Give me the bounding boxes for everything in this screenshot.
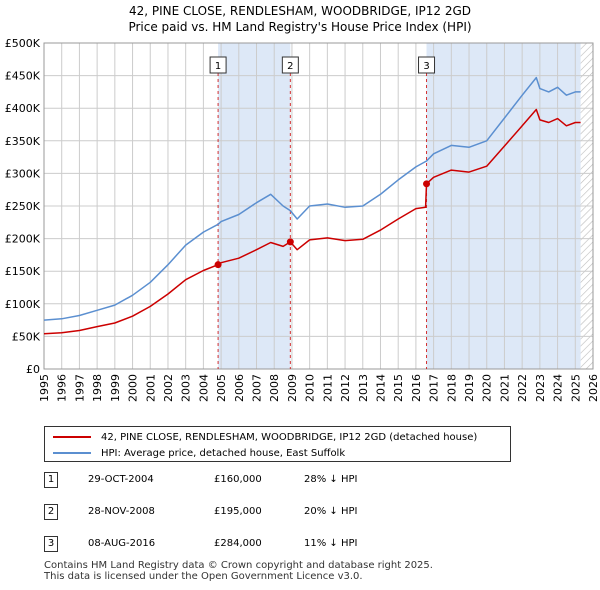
sale-price: £195,000 <box>214 506 262 517</box>
legend-swatch-property <box>53 436 91 438</box>
sale-hpi-diff: 20% ↓ HPI <box>304 506 358 517</box>
sale-price: £284,000 <box>214 538 262 549</box>
y-tick-label: £50K <box>12 330 41 343</box>
sale-row: 1 29-OCT-2004 £160,000 28% ↓ HPI <box>44 472 444 488</box>
sale-label: 2 <box>287 61 293 72</box>
sale-date: 08-AUG-2016 <box>88 538 156 549</box>
x-tick-label: 2020 <box>481 374 494 402</box>
sale-label-box <box>418 56 436 74</box>
y-tick-label: £150K <box>5 265 41 278</box>
x-tick-label: 2003 <box>180 374 193 402</box>
x-tick-label: 2018 <box>445 374 458 402</box>
x-tick-label: 2013 <box>357 374 370 402</box>
sale-hpi-diff: 28% ↓ HPI <box>304 474 358 485</box>
x-tick-label: 2007 <box>251 374 264 402</box>
x-tick-label: 1995 <box>38 374 51 402</box>
x-tick-label: 2016 <box>410 374 423 402</box>
price-chart: £0 £50K £100K £150K £200K £250K £300K £350K £400… <box>5 37 600 402</box>
x-tick-label: 1997 <box>73 374 86 402</box>
sale-point <box>286 238 294 246</box>
y-tick-label: £450K <box>5 70 41 83</box>
footer-copyright: Contains HM Land Registry data © Crown c… <box>44 560 433 571</box>
sale-label: 3 <box>423 61 429 72</box>
x-tick-label: 2023 <box>534 374 547 402</box>
y-tick-label: £500K <box>5 37 41 50</box>
sale-number-badge: 2 <box>44 504 58 520</box>
x-tick-label: 2004 <box>197 374 210 402</box>
x-tick-label: 2002 <box>162 374 175 402</box>
x-tick-label: 2025 <box>569 374 582 402</box>
chart-title-line1: 42, PINE CLOSE, RENDLESHAM, WOODBRIDGE, … <box>128 4 472 18</box>
x-tick-label: 2022 <box>516 374 529 402</box>
property-price-line <box>43 108 581 335</box>
sale-point <box>423 180 431 188</box>
x-tick-label: 2014 <box>374 374 387 402</box>
x-tick-label: 2008 <box>268 374 281 402</box>
sale-date: 28-NOV-2008 <box>88 506 155 517</box>
x-tick-label: 2021 <box>498 374 511 402</box>
x-tick-label: 2011 <box>321 374 334 402</box>
y-tick-label: £100K <box>5 298 41 311</box>
x-tick-label: 2012 <box>339 374 352 402</box>
sale-price: £160,000 <box>214 474 262 485</box>
x-tick-label: 2017 <box>428 374 441 402</box>
legend: 42, PINE CLOSE, RENDLESHAM, WOODBRIDGE, … <box>44 426 511 462</box>
sale-label-box <box>281 56 299 74</box>
y-tick-label: £0 <box>26 363 40 376</box>
sale-date: 29-OCT-2004 <box>88 474 154 485</box>
legend-label-property: 42, PINE CLOSE, RENDLESHAM, WOODBRIDGE, … <box>101 431 478 443</box>
sale-number-badge: 1 <box>44 472 58 488</box>
y-tick-label: £400K <box>5 102 41 115</box>
y-tick-label: £250K <box>5 200 41 213</box>
legend-label-hpi: HPI: Average price, detached house, East… <box>101 447 346 459</box>
sale-hpi-diff: 11% ↓ HPI <box>304 538 358 549</box>
y-tick-label: £300K <box>5 167 41 180</box>
x-tick-label: 2006 <box>233 374 246 402</box>
x-tick-label: 2026 <box>587 374 600 402</box>
x-tick-label: 1996 <box>56 374 69 402</box>
x-tick-label: 2024 <box>552 374 565 402</box>
legend-swatch-hpi <box>53 452 91 454</box>
sale-number-badge: 3 <box>44 536 58 552</box>
x-tick-label: 1999 <box>109 374 122 402</box>
sale-label-box <box>209 56 227 74</box>
x-tick-label: 2005 <box>215 374 228 402</box>
sale-label: 1 <box>215 61 221 72</box>
x-tick-label: 2019 <box>463 374 476 402</box>
sale-point <box>214 261 222 269</box>
x-tick-label: 2000 <box>127 374 140 402</box>
hpi-line <box>43 76 581 321</box>
legend-item-hpi: HPI: Average price, detached house, East… <box>53 445 345 461</box>
legend-item-property: 42, PINE CLOSE, RENDLESHAM, WOODBRIDGE, … <box>53 429 477 445</box>
sale-row: 2 28-NOV-2008 £195,000 20% ↓ HPI <box>44 504 444 520</box>
y-tick-label: £200K <box>5 233 41 246</box>
sale-row: 3 08-AUG-2016 £284,000 11% ↓ HPI <box>44 536 444 552</box>
x-tick-label: 1998 <box>91 374 104 402</box>
y-tick-label: £350K <box>5 135 41 148</box>
x-tick-label: 2015 <box>392 374 405 402</box>
footer: Contains HM Land Registry data © Crown c… <box>44 560 433 582</box>
footer-license: This data is licensed under the Open Gov… <box>44 571 363 582</box>
x-tick-label: 2010 <box>304 374 317 402</box>
x-tick-label: 2009 <box>286 374 299 402</box>
plot-area-border <box>43 42 594 370</box>
x-tick-label: 2001 <box>144 374 157 402</box>
chart-title-line2: Price paid vs. HM Land Registry's House … <box>128 20 472 34</box>
